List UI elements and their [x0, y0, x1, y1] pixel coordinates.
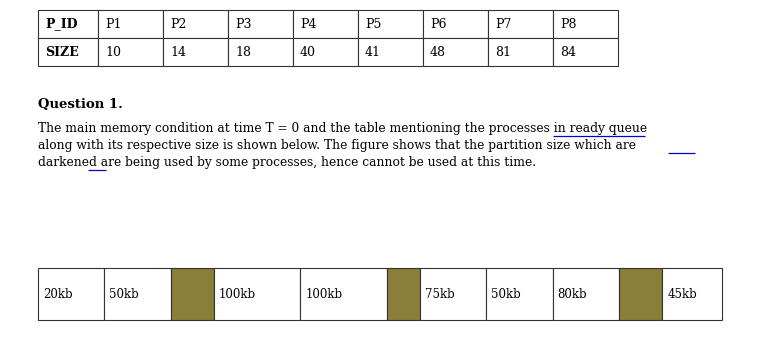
- Bar: [488, 10, 553, 38]
- Text: Question 1.: Question 1.: [38, 98, 123, 111]
- Bar: [293, 10, 358, 38]
- Bar: [38, 268, 105, 320]
- Text: 41: 41: [365, 46, 381, 58]
- Bar: [105, 268, 171, 320]
- Text: P4: P4: [300, 17, 316, 31]
- Text: 20kb: 20kb: [43, 287, 73, 301]
- Bar: [488, 38, 553, 66]
- Bar: [98, 10, 163, 38]
- Text: P2: P2: [170, 17, 186, 31]
- Bar: [662, 268, 722, 320]
- Text: 81: 81: [495, 46, 511, 58]
- Text: P7: P7: [495, 17, 511, 31]
- Text: 48: 48: [430, 46, 446, 58]
- Text: 100kb: 100kb: [306, 287, 342, 301]
- Bar: [163, 10, 228, 38]
- Bar: [423, 10, 488, 38]
- Text: P6: P6: [430, 17, 446, 31]
- Text: P8: P8: [560, 17, 577, 31]
- Bar: [38, 10, 98, 38]
- Bar: [619, 268, 662, 320]
- Text: 10: 10: [105, 46, 121, 58]
- Text: 75kb: 75kb: [425, 287, 455, 301]
- Bar: [38, 38, 98, 66]
- Bar: [553, 38, 618, 66]
- Bar: [486, 268, 552, 320]
- Bar: [228, 38, 293, 66]
- Text: 100kb: 100kb: [219, 287, 256, 301]
- Text: P_ID: P_ID: [45, 17, 77, 31]
- Bar: [423, 38, 488, 66]
- Text: SIZE: SIZE: [45, 46, 79, 58]
- Text: 50kb: 50kb: [491, 287, 521, 301]
- Bar: [358, 10, 423, 38]
- Bar: [214, 268, 300, 320]
- Text: darkened are being used by some processes, hence cannot be used at this time.: darkened are being used by some processe…: [38, 156, 536, 169]
- Text: The main memory condition at time T = 0 and the table mentioning the processes i: The main memory condition at time T = 0 …: [38, 122, 647, 135]
- Bar: [358, 38, 423, 66]
- Bar: [300, 268, 387, 320]
- Text: 84: 84: [560, 46, 576, 58]
- Bar: [163, 38, 228, 66]
- Bar: [293, 38, 358, 66]
- Bar: [228, 10, 293, 38]
- Bar: [420, 268, 486, 320]
- Text: 14: 14: [170, 46, 186, 58]
- Text: P3: P3: [235, 17, 251, 31]
- Text: P1: P1: [105, 17, 121, 31]
- Text: 80kb: 80kb: [558, 287, 588, 301]
- Text: 40: 40: [300, 46, 316, 58]
- Text: 50kb: 50kb: [109, 287, 139, 301]
- Text: 18: 18: [235, 46, 251, 58]
- Bar: [552, 268, 619, 320]
- Bar: [171, 268, 214, 320]
- Text: P5: P5: [365, 17, 381, 31]
- Bar: [98, 38, 163, 66]
- Text: along with its respective size is shown below. The figure shows that the partiti: along with its respective size is shown …: [38, 139, 636, 152]
- Text: 45kb: 45kb: [667, 287, 697, 301]
- Bar: [387, 268, 420, 320]
- Bar: [553, 10, 618, 38]
